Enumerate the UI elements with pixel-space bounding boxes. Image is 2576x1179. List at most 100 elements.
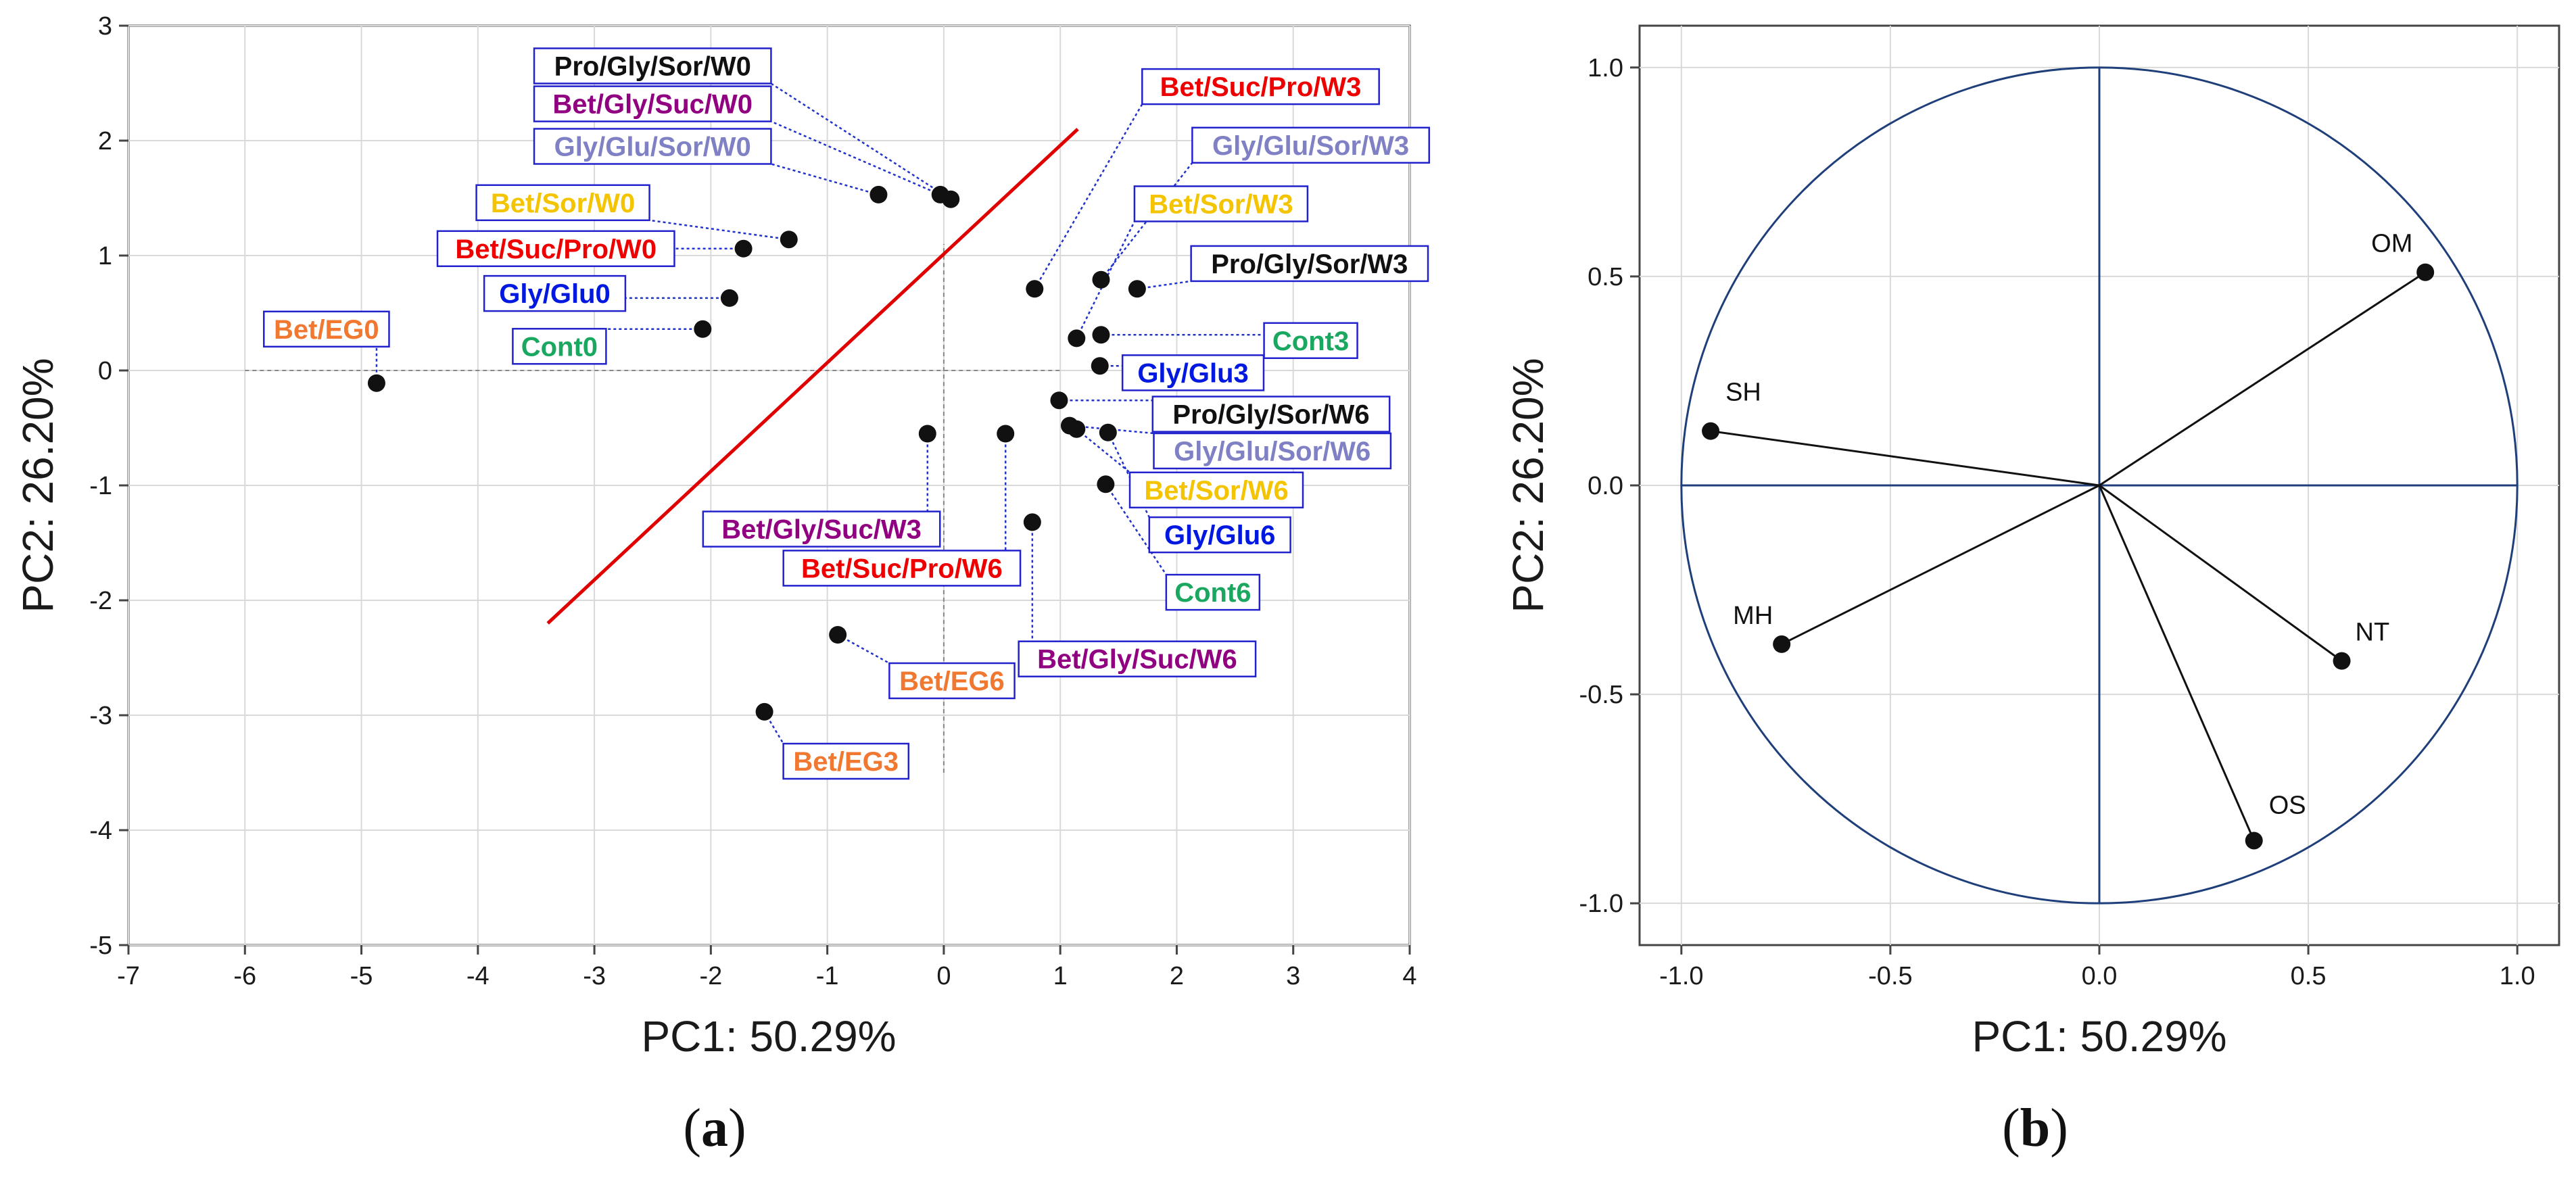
point-label-bet-sor-w0: Bet/Sor/W0 xyxy=(491,189,635,218)
vector-point-os xyxy=(2245,832,2263,850)
point-label-bet-sor-w6: Bet/Sor/W6 xyxy=(1144,476,1288,506)
panel-a-x-tick-label: 1 xyxy=(1053,962,1068,990)
panel-b-y-axis-title: PC2: 26.20% xyxy=(1504,358,1552,612)
point-bet-suc-pro-w3 xyxy=(1026,280,1044,298)
vector-line-om xyxy=(2099,271,2427,487)
panel-a-point-labels: Bet/EG0 Cont0 Gly/Glu0 Bet/Suc/Pro/W0 Bet/So… xyxy=(263,47,1431,780)
leader-line-gly-glu-sor-w0 xyxy=(771,163,879,196)
point-label-cont3: Cont3 xyxy=(1272,327,1349,356)
point-gly-glu6 xyxy=(1099,423,1117,441)
label-box-bet-sor-w3 xyxy=(1133,185,1309,222)
panel-a-x-axis-title: PC1: 50.29% xyxy=(641,1012,896,1061)
leader-line-gly-glu-sor-w6 xyxy=(1069,425,1154,435)
panel-a-x-tick-label: -4 xyxy=(467,962,490,990)
panel-b-loading-plot: OM SH MH NT OS -1.0 -0.5 0.0 0.5 1.0 1.0 0.5 0.0 -0.… xyxy=(1504,24,2560,1158)
panel-a-x-tick-label: -3 xyxy=(583,962,606,990)
panel-b-x-tick-label: -1.0 xyxy=(1659,962,1703,990)
label-box-pro-gly-sor-w6 xyxy=(1151,395,1391,433)
panel-a-reference-lines xyxy=(245,244,1061,773)
point-bet-suc-pro-w6 xyxy=(997,425,1015,443)
label-box-cont3 xyxy=(1263,322,1358,360)
point-label-cont6: Cont6 xyxy=(1174,578,1251,608)
panel-a-y-tick-label: -2 xyxy=(89,587,112,615)
panel-b-x-tick-label: 0.0 xyxy=(2082,962,2118,990)
point-gly-glu-sor-w3 xyxy=(1092,270,1110,289)
point-label-pro-gly-sor-w3: Pro/Gly/Sor/W3 xyxy=(1211,249,1408,279)
panel-a-points xyxy=(367,185,1146,721)
vector-point-nt xyxy=(2333,652,2351,670)
vector-point-mh xyxy=(1773,635,1791,653)
point-cont3 xyxy=(1092,326,1110,344)
panel-b-vectors: OM SH MH NT OS xyxy=(1702,230,2435,850)
vector-label-sh: SH xyxy=(1725,379,1761,407)
panel-b-caption: (b) xyxy=(2002,1099,2068,1158)
panel-b-y-tick-label: -0.5 xyxy=(1579,681,1623,709)
panel-a-x-tick-label: 0 xyxy=(936,962,951,990)
panel-a-y-tick-label: -5 xyxy=(89,932,112,960)
panel-b-y-tick-label: 0.0 xyxy=(1588,472,1623,500)
label-box-bet-gly-suc-w0 xyxy=(533,85,772,122)
point-label-gly-glu-sor-w3: Gly/Glu/Sor/W3 xyxy=(1212,131,1409,161)
panel-a-score-plot: Bet/EG0 Cont0 Gly/Glu0 Bet/Suc/Pro/W0 Bet/So… xyxy=(14,12,1431,1158)
label-box-bet-eg0 xyxy=(263,310,390,348)
point-label-gly-glu3: Gly/Glu3 xyxy=(1137,358,1249,388)
point-label-bet-eg3: Bet/EG3 xyxy=(793,747,899,777)
point-pro-gly-sor-w3 xyxy=(1128,280,1146,298)
panel-a-x-tick-label: -5 xyxy=(350,962,373,990)
label-box-bet-suc-pro-w6 xyxy=(782,550,1022,587)
panel-a-y-tick-label: 3 xyxy=(98,12,112,41)
vector-label-os: OS xyxy=(2269,791,2306,819)
panel-a-y-tick-label: -1 xyxy=(89,472,112,500)
panel-a-ticks: -7 -6 -5 -4 -3 -2 -1 0 1 2 3 4 -5 -4 -3 -2 -1 0 1 2 3 xyxy=(89,12,1416,990)
panel-a-separator-line xyxy=(546,128,1079,625)
point-label-bet-suc-pro-w3: Bet/Suc/Pro/W3 xyxy=(1160,72,1362,102)
point-label-pro-gly-sor-w0: Pro/Gly/Sor/W0 xyxy=(554,52,751,82)
panel-a-caption: (a) xyxy=(683,1099,746,1158)
point-label-bet-eg0: Bet/EG0 xyxy=(274,315,379,345)
point-label-bet-gly-suc-w6: Bet/Gly/Suc/W6 xyxy=(1037,645,1237,675)
panel-a-y-axis-title: PC2: 26.20% xyxy=(14,358,62,612)
label-box-bet-sor-w6 xyxy=(1128,471,1304,509)
vector-line-nt xyxy=(2099,484,2343,662)
point-label-bet-suc-pro-w0: Bet/Suc/Pro/W0 xyxy=(455,235,657,264)
point-bet-gly-suc-w6 xyxy=(1023,513,1041,531)
label-box-bet-sor-w0 xyxy=(475,184,650,222)
panel-a-x-tick-label: -6 xyxy=(233,962,256,990)
label-box-bet-eg3 xyxy=(782,742,910,780)
point-pro-gly-sor-w6 xyxy=(1050,391,1068,410)
point-label-pro-gly-sor-w6: Pro/Gly/Sor/W6 xyxy=(1172,400,1369,430)
panel-a-x-tick-label: -2 xyxy=(699,962,722,990)
label-box-pro-gly-sor-w3 xyxy=(1190,245,1429,283)
panel-a-y-tick-label: -4 xyxy=(89,817,112,845)
point-bet-eg6 xyxy=(829,626,847,644)
point-cont6 xyxy=(1097,475,1115,494)
panel-a-y-tick-label: 2 xyxy=(98,127,112,155)
panel-a-x-tick-label: 2 xyxy=(1170,962,1184,990)
label-box-gly-glu-sor-w6 xyxy=(1153,432,1392,470)
panel-a-x-tick-label: 3 xyxy=(1286,962,1300,990)
panel-b-y-tick-label: -1.0 xyxy=(1579,890,1623,918)
label-box-bet-suc-pro-w3 xyxy=(1141,68,1380,105)
panel-a-y-tick-label: -3 xyxy=(89,702,112,730)
panel-b-x-tick-label: 0.5 xyxy=(2291,962,2327,990)
point-gly-glu3 xyxy=(1091,357,1109,375)
vector-label-nt: NT xyxy=(2356,619,2390,647)
point-bet-gly-suc-w3 xyxy=(918,425,936,443)
label-box-cont6 xyxy=(1165,573,1261,611)
panel-a-x-tick-label: -1 xyxy=(816,962,839,990)
panel-a-y-tick-label: 0 xyxy=(98,357,112,385)
leader-line-cont6 xyxy=(1105,483,1167,575)
leader-line-bet-sor-w0 xyxy=(649,219,789,241)
point-label-gly-glu6: Gly/Glu6 xyxy=(1164,521,1276,550)
leader-line-pro-gly-sor-w3 xyxy=(1137,280,1191,290)
point-label-cont0: Cont0 xyxy=(521,332,598,362)
point-bet-sor-w3 xyxy=(1068,329,1086,347)
panel-b-ticks: -1.0 -0.5 0.0 0.5 1.0 1.0 0.5 0.0 -0.5 -1.0 xyxy=(1579,54,2535,990)
label-box-pro-gly-sor-w0 xyxy=(533,47,772,85)
label-box-gly-glu-sor-w3 xyxy=(1191,126,1431,164)
panel-b-y-tick-label: 1.0 xyxy=(1588,54,1623,82)
point-bet-sor-w0 xyxy=(780,231,798,249)
label-box-gly-glu6 xyxy=(1148,516,1291,554)
vector-point-sh xyxy=(1702,422,1720,440)
